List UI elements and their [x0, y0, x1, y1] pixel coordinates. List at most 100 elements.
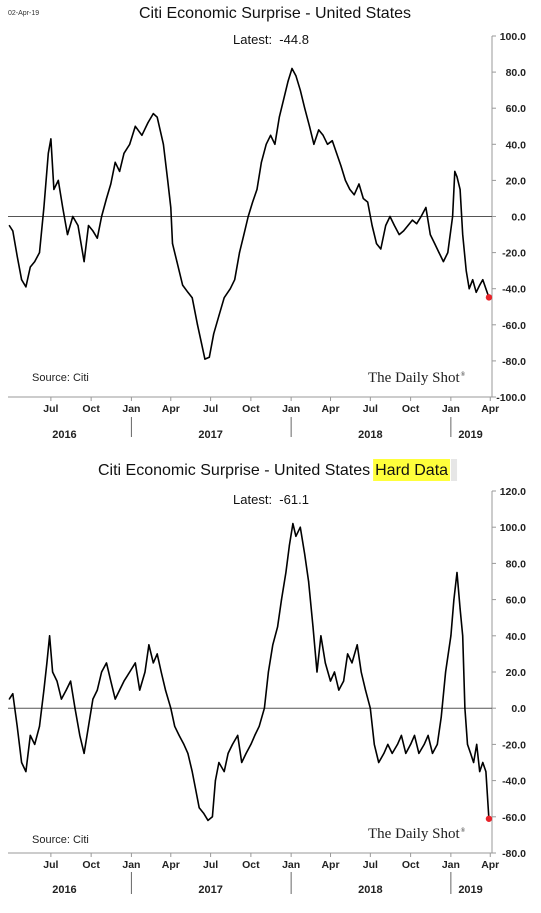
data-point	[74, 707, 76, 709]
data-point	[387, 743, 389, 745]
y-tick-label: 120.0	[500, 486, 526, 498]
data-point	[144, 671, 146, 673]
data-point	[187, 752, 189, 755]
x-month-label: Jul	[43, 859, 58, 871]
brand-logo-text: The Daily Shot	[368, 370, 460, 386]
data-point	[447, 252, 449, 254]
data-point	[69, 680, 72, 682]
data-point	[256, 188, 258, 191]
data-point	[283, 98, 285, 100]
y-tick-label: 40.0	[506, 631, 527, 643]
data-point	[454, 170, 456, 172]
data-point	[324, 662, 326, 664]
data-point	[176, 261, 178, 263]
data-point	[160, 671, 162, 673]
data-point	[218, 315, 220, 317]
x-year-label: 2018	[358, 429, 382, 441]
data-point	[459, 188, 461, 191]
data-point	[245, 752, 247, 755]
latest-label: Latest: -44.8	[233, 32, 309, 47]
y-tick-label: 0.0	[511, 703, 526, 715]
data-point	[77, 224, 79, 227]
data-point	[440, 716, 442, 718]
data-point	[118, 689, 121, 691]
data-point	[47, 152, 49, 154]
data-point	[260, 161, 262, 163]
data-point	[204, 358, 206, 360]
data-point	[214, 780, 217, 782]
data-point	[156, 116, 158, 118]
data-point	[48, 635, 51, 637]
data-point	[20, 761, 23, 764]
data-point	[292, 522, 294, 525]
data-point	[211, 816, 213, 818]
data-point	[170, 206, 172, 209]
data-point	[274, 143, 276, 145]
y-tick-label: -20.0	[502, 248, 526, 260]
data-point	[380, 248, 382, 250]
date-stamp: 02-Apr-19	[8, 10, 39, 17]
y-tick-label: 60.0	[506, 103, 527, 115]
data-point	[403, 230, 405, 232]
x-month-label: Oct	[82, 403, 100, 415]
data-point	[427, 734, 429, 736]
source-note: Source: Citi	[32, 834, 89, 846]
data-point	[318, 129, 320, 131]
data-point	[400, 734, 403, 736]
data-point	[129, 143, 131, 145]
data-point	[468, 288, 470, 290]
data-point	[171, 242, 174, 245]
data-point	[423, 743, 425, 745]
data-point	[340, 165, 342, 167]
data-point	[356, 644, 358, 646]
data-point	[288, 544, 290, 546]
data-point	[331, 140, 333, 142]
x-month-label: Jan	[442, 403, 460, 415]
data-point	[364, 689, 367, 691]
data-point	[385, 224, 387, 227]
data-point	[466, 743, 469, 745]
x-month-label: Oct	[82, 859, 100, 871]
data-point	[482, 761, 484, 764]
chart-title: Citi Economic Surprise - United States	[98, 462, 370, 479]
data-point	[308, 580, 310, 583]
data-point	[229, 288, 231, 290]
data-point	[46, 662, 48, 664]
y-tick-label: 80.0	[506, 67, 527, 79]
x-year-label: 2016	[52, 429, 76, 441]
y-tick-label: -40.0	[502, 776, 526, 788]
data-point	[378, 761, 380, 764]
data-point	[479, 284, 481, 286]
x-month-label: Apr	[162, 859, 180, 871]
data-point	[252, 201, 254, 203]
data-point	[453, 599, 455, 601]
data-point	[367, 201, 369, 203]
data-point	[223, 297, 225, 299]
data-point	[479, 770, 481, 773]
data-point	[452, 215, 454, 218]
data-point	[450, 635, 452, 637]
data-point	[87, 725, 90, 727]
x-month-label: Jan	[282, 859, 300, 871]
latest-label: Latest: -61.1	[233, 492, 309, 507]
data-point	[398, 233, 400, 236]
data-point	[218, 761, 220, 764]
data-point	[326, 143, 329, 145]
data-point	[287, 80, 289, 82]
data-point	[60, 698, 62, 700]
data-point	[200, 342, 203, 344]
data-point	[237, 734, 239, 736]
data-point	[223, 770, 225, 773]
data-point	[436, 743, 438, 745]
data-point	[475, 291, 477, 293]
y-tick-label: 60.0	[506, 595, 527, 607]
data-point	[410, 743, 412, 745]
data-point	[79, 734, 81, 736]
data-point	[234, 279, 236, 281]
data-point	[92, 698, 94, 700]
x-year-label: 2017	[198, 429, 222, 441]
data-point	[312, 626, 314, 628]
data-point	[456, 176, 458, 178]
data-point	[92, 230, 94, 232]
data-point	[152, 113, 154, 115]
